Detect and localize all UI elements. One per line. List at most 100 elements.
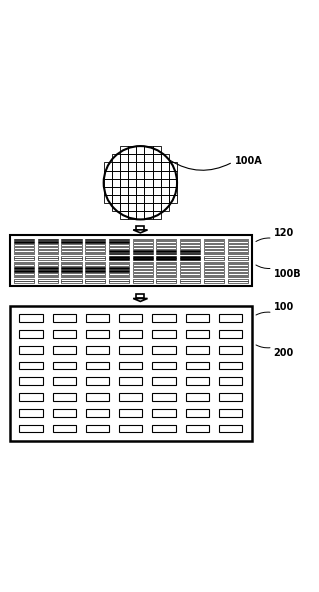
Bar: [152, 170, 161, 179]
Bar: [180, 256, 200, 258]
Bar: [227, 259, 248, 260]
Bar: [38, 244, 58, 246]
Bar: [53, 314, 76, 322]
Bar: [219, 346, 242, 353]
Bar: [104, 195, 112, 203]
Bar: [204, 273, 224, 275]
Bar: [204, 253, 224, 255]
Bar: [109, 262, 129, 263]
Bar: [180, 273, 200, 275]
Bar: [61, 276, 82, 278]
Bar: [61, 281, 82, 283]
Bar: [227, 264, 248, 266]
Bar: [112, 162, 120, 170]
Bar: [133, 281, 153, 283]
Bar: [61, 247, 82, 249]
Bar: [14, 273, 34, 275]
Bar: [14, 256, 34, 258]
Bar: [85, 244, 105, 246]
Bar: [227, 276, 248, 278]
Bar: [156, 247, 176, 249]
Bar: [227, 241, 248, 243]
Bar: [38, 259, 58, 260]
Bar: [86, 346, 109, 353]
Bar: [161, 203, 169, 211]
Bar: [128, 146, 136, 155]
Bar: [38, 256, 58, 258]
Bar: [119, 409, 142, 417]
Bar: [109, 273, 129, 275]
Bar: [152, 146, 161, 155]
Bar: [119, 362, 142, 369]
Bar: [38, 239, 58, 240]
Bar: [109, 239, 129, 240]
Bar: [152, 409, 176, 417]
Text: 200: 200: [274, 348, 294, 358]
Bar: [145, 187, 152, 195]
Bar: [152, 162, 161, 170]
Bar: [38, 281, 58, 283]
Bar: [61, 256, 82, 258]
Bar: [180, 268, 200, 269]
Bar: [86, 393, 109, 401]
Text: 120: 120: [274, 228, 294, 238]
Bar: [186, 346, 209, 353]
Bar: [156, 239, 176, 240]
Bar: [133, 247, 153, 249]
Bar: [186, 409, 209, 417]
Bar: [156, 262, 176, 263]
Bar: [128, 179, 136, 187]
Bar: [128, 203, 136, 211]
Bar: [109, 244, 129, 246]
Bar: [227, 273, 248, 275]
Bar: [14, 244, 34, 246]
Bar: [85, 276, 105, 278]
Bar: [186, 424, 209, 432]
Bar: [136, 187, 145, 195]
Bar: [145, 155, 152, 162]
Bar: [86, 314, 109, 322]
Bar: [169, 179, 177, 187]
Bar: [120, 146, 128, 155]
Bar: [156, 270, 176, 272]
Bar: [14, 270, 34, 272]
Bar: [19, 424, 43, 432]
Bar: [136, 162, 145, 170]
Bar: [119, 424, 142, 432]
Bar: [156, 256, 176, 258]
Bar: [38, 279, 58, 281]
Bar: [152, 362, 176, 369]
Bar: [180, 281, 200, 283]
Bar: [109, 279, 129, 281]
Bar: [133, 279, 153, 281]
Bar: [85, 279, 105, 281]
Bar: [156, 276, 176, 278]
Bar: [156, 259, 176, 260]
Bar: [19, 346, 43, 353]
Bar: [180, 244, 200, 246]
Bar: [219, 362, 242, 369]
Bar: [109, 241, 129, 243]
Bar: [152, 424, 176, 432]
Bar: [136, 146, 145, 155]
Bar: [119, 330, 142, 338]
Bar: [227, 262, 248, 263]
Bar: [145, 170, 152, 179]
Bar: [137, 294, 144, 298]
Bar: [85, 273, 105, 275]
Bar: [19, 314, 43, 322]
Bar: [53, 424, 76, 432]
Bar: [38, 276, 58, 278]
Bar: [112, 170, 120, 179]
Bar: [61, 241, 82, 243]
Bar: [133, 259, 153, 260]
Bar: [109, 259, 129, 260]
Bar: [112, 187, 120, 195]
Bar: [120, 162, 128, 170]
Bar: [204, 268, 224, 269]
Bar: [136, 211, 145, 220]
Bar: [186, 378, 209, 385]
Bar: [133, 239, 153, 240]
Bar: [180, 270, 200, 272]
Polygon shape: [133, 298, 147, 301]
